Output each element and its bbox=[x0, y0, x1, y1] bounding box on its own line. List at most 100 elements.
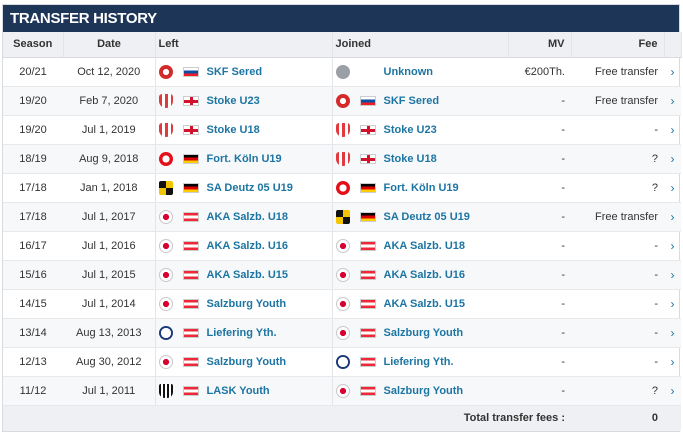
left-club[interactable]: AKA Salzb. U16 bbox=[156, 232, 332, 260]
club-name[interactable]: SA Deutz 05 U19 bbox=[206, 181, 293, 194]
joined-club[interactable]: Unknown bbox=[333, 58, 508, 86]
joined-club[interactable]: Stoke U23 bbox=[333, 116, 508, 144]
mv-cell: - bbox=[508, 289, 571, 319]
chevron-right-icon[interactable]: › bbox=[664, 86, 681, 116]
club-crest-icon[interactable] bbox=[335, 238, 350, 253]
left-club[interactable]: LASK Youth bbox=[156, 377, 332, 405]
club-crest-icon[interactable] bbox=[335, 354, 350, 369]
club-crest-icon[interactable] bbox=[158, 209, 173, 224]
joined-club[interactable]: Salzburg Youth bbox=[333, 377, 508, 405]
club-name[interactable]: Fort. Köln U19 bbox=[206, 152, 282, 165]
chevron-right-icon[interactable]: › bbox=[664, 115, 681, 145]
chevron-right-icon[interactable]: › bbox=[664, 260, 681, 290]
left-club[interactable]: Fort. Köln U19 bbox=[156, 145, 332, 173]
left-club[interactable]: AKA Salzb. U18 bbox=[156, 203, 332, 231]
club-name[interactable]: AKA Salzb. U16 bbox=[206, 239, 289, 252]
club-name[interactable]: Salzburg Youth bbox=[206, 355, 287, 368]
chevron-right-icon[interactable]: › bbox=[664, 376, 681, 406]
club-crest-icon[interactable] bbox=[158, 122, 173, 137]
joined-club[interactable]: Salzburg Youth bbox=[333, 319, 508, 347]
left-club[interactable]: SKF Sered bbox=[156, 58, 332, 86]
club-crest-icon[interactable] bbox=[335, 93, 350, 108]
left-club[interactable]: Stoke U23 bbox=[156, 87, 332, 115]
club-crest-icon[interactable] bbox=[335, 267, 350, 282]
club-name[interactable]: Liefering Yth. bbox=[206, 326, 277, 339]
country-flag-icon bbox=[359, 182, 376, 193]
date-cell: Jul 1, 2016 bbox=[63, 231, 155, 261]
fee-cell: - bbox=[571, 260, 664, 290]
club-name[interactable]: AKA Salzb. U18 bbox=[383, 239, 466, 252]
club-crest-icon[interactable] bbox=[335, 151, 350, 166]
club-crest-icon[interactable] bbox=[335, 325, 350, 340]
joined-club[interactable]: SKF Sered bbox=[333, 87, 508, 115]
club-crest-icon[interactable] bbox=[158, 296, 173, 311]
club-name[interactable]: LASK Youth bbox=[206, 384, 270, 397]
club-name[interactable]: AKA Salzb. U15 bbox=[383, 297, 466, 310]
club-name[interactable]: Unknown bbox=[383, 65, 434, 78]
club-name[interactable]: SKF Sered bbox=[383, 94, 440, 107]
chevron-right-icon[interactable]: › bbox=[664, 144, 681, 174]
club-name[interactable]: Stoke U18 bbox=[206, 123, 260, 136]
country-flag-icon bbox=[359, 211, 376, 222]
joined-club[interactable]: Stoke U18 bbox=[333, 145, 508, 173]
club-name[interactable]: AKA Salzb. U16 bbox=[383, 268, 466, 281]
joined-club[interactable]: AKA Salzb. U15 bbox=[333, 290, 508, 318]
joined-club[interactable]: AKA Salzb. U16 bbox=[333, 261, 508, 289]
club-name[interactable]: SA Deutz 05 U19 bbox=[383, 210, 470, 223]
club-crest-icon[interactable] bbox=[335, 383, 350, 398]
club-name[interactable]: AKA Salzb. U18 bbox=[206, 210, 289, 223]
club-crest-icon[interactable] bbox=[335, 209, 350, 224]
club-crest-icon[interactable] bbox=[158, 267, 173, 282]
club-name[interactable]: Stoke U23 bbox=[383, 123, 437, 136]
joined-club[interactable]: Fort. Köln U19 bbox=[333, 174, 508, 202]
joined-club[interactable]: AKA Salzb. U18 bbox=[333, 232, 508, 260]
club-name[interactable]: Fort. Köln U19 bbox=[383, 181, 459, 194]
table-row: 19/20 Feb 7, 2020 Stoke U23 SKF Sered - … bbox=[3, 86, 681, 116]
chevron-right-icon[interactable]: › bbox=[664, 289, 681, 319]
date-cell: Jul 1, 2011 bbox=[63, 376, 155, 406]
fee-cell: - bbox=[571, 115, 664, 145]
country-flag-icon bbox=[182, 356, 199, 367]
club-name[interactable]: Stoke U23 bbox=[206, 94, 260, 107]
joined-club[interactable]: Liefering Yth. bbox=[333, 348, 508, 376]
left-club[interactable]: Salzburg Youth bbox=[156, 290, 332, 318]
joined-cell: SA Deutz 05 U19 bbox=[331, 202, 508, 232]
table-row: 15/16 Jul 1, 2015 AKA Salzb. U15 AKA Sal… bbox=[3, 260, 681, 290]
club-name[interactable]: SKF Sered bbox=[206, 65, 263, 78]
left-club[interactable]: Salzburg Youth bbox=[156, 348, 332, 376]
joined-club[interactable]: SA Deutz 05 U19 bbox=[333, 203, 508, 231]
club-crest-icon[interactable] bbox=[158, 151, 173, 166]
club-crest-icon[interactable] bbox=[158, 354, 173, 369]
left-club[interactable]: Liefering Yth. bbox=[156, 319, 332, 347]
club-name[interactable]: Liefering Yth. bbox=[383, 355, 454, 368]
chevron-right-icon[interactable]: › bbox=[664, 202, 681, 232]
chevron-right-icon[interactable]: › bbox=[664, 347, 681, 377]
transfer-table: Season Date Left Joined MV Fee 20/21 Oct… bbox=[3, 32, 682, 431]
season-cell: 17/18 bbox=[3, 173, 63, 203]
left-club[interactable]: Stoke U18 bbox=[156, 116, 332, 144]
club-crest-icon[interactable] bbox=[335, 180, 350, 195]
left-club[interactable]: SA Deutz 05 U19 bbox=[156, 174, 332, 202]
club-name[interactable]: Salzburg Youth bbox=[383, 326, 464, 339]
club-name[interactable]: AKA Salzb. U15 bbox=[206, 268, 289, 281]
chevron-right-icon[interactable]: › bbox=[664, 231, 681, 261]
club-crest-icon[interactable] bbox=[335, 296, 350, 311]
club-name[interactable]: Stoke U18 bbox=[383, 152, 437, 165]
chevron-right-icon[interactable]: › bbox=[664, 57, 681, 87]
col-left: Left bbox=[155, 32, 333, 58]
chevron-right-icon[interactable]: › bbox=[664, 173, 681, 203]
left-club[interactable]: AKA Salzb. U15 bbox=[156, 261, 332, 289]
club-name[interactable]: Salzburg Youth bbox=[383, 384, 464, 397]
chevron-right-icon[interactable]: › bbox=[664, 318, 681, 348]
club-crest-icon[interactable] bbox=[158, 325, 173, 340]
left-cell: AKA Salzb. U16 bbox=[154, 231, 332, 261]
club-crest-icon[interactable] bbox=[158, 238, 173, 253]
club-crest-icon[interactable] bbox=[158, 383, 173, 398]
club-crest-icon[interactable] bbox=[335, 122, 350, 137]
col-fee: Fee bbox=[571, 32, 665, 58]
club-crest-icon[interactable] bbox=[158, 180, 173, 195]
club-crest-icon[interactable] bbox=[158, 64, 173, 79]
club-crest-icon[interactable] bbox=[158, 93, 173, 108]
club-name[interactable]: Salzburg Youth bbox=[206, 297, 287, 310]
club-crest-icon[interactable] bbox=[335, 64, 350, 79]
